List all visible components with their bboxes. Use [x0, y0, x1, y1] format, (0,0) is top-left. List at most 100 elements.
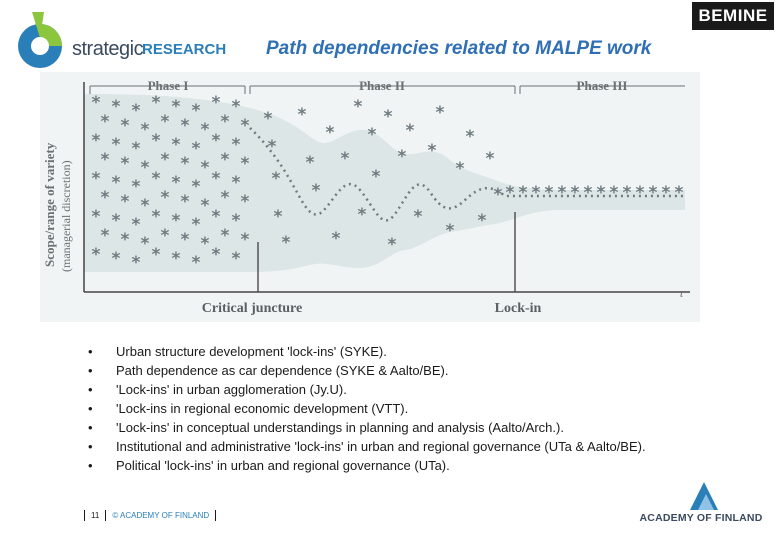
asterisk-mark: * — [212, 169, 221, 189]
asterisk-mark: * — [241, 154, 250, 174]
bullet-text: 'Lock-ins' in urban agglomeration (Jy.U)… — [116, 382, 347, 397]
bullet-text: Institutional and administrative 'lock-i… — [116, 439, 646, 454]
footer-divider — [84, 510, 85, 521]
bullet-text: 'Lock-ins in regional economic developme… — [116, 401, 409, 416]
asterisk-mark: * — [388, 235, 397, 255]
asterisk-mark: * — [232, 249, 241, 269]
asterisk-mark: * — [398, 147, 407, 167]
asterisk-mark: * — [181, 154, 190, 174]
asterisk-mark: * — [232, 135, 241, 155]
page-number: 11 — [91, 511, 100, 520]
asterisk-mark: * — [192, 215, 201, 235]
bullet-marker: • — [88, 420, 93, 435]
asterisk-mark: * — [326, 123, 335, 143]
asterisk-mark: * — [649, 183, 658, 203]
bullet-item: • Institutional and administrative 'lock-… — [86, 437, 726, 456]
bullet-item: • Political 'lock-ins' in urban and regio… — [86, 456, 726, 475]
bullet-text: Urban structure development 'lock-ins' (… — [116, 344, 387, 359]
asterisk-mark: * — [132, 177, 141, 197]
asterisk-mark: * — [172, 249, 181, 269]
bullet-list: • Urban structure development 'lock-ins' … — [86, 342, 726, 475]
bullet-item: • 'Lock-ins' in urban agglomeration (Jy.U… — [86, 380, 726, 399]
asterisk-mark: * — [662, 183, 671, 203]
asterisk-mark: * — [192, 177, 201, 197]
asterisk-mark: * — [282, 233, 291, 253]
bullet-item: • Path dependence as car dependence (SYKE… — [86, 361, 726, 380]
asterisk-mark: * — [92, 245, 101, 265]
academy-of-finland-logo: ACADEMY OF FINLAND — [628, 478, 774, 528]
variety-asterisks: ****************************************… — [92, 93, 684, 273]
asterisk-mark: * — [221, 150, 230, 170]
asterisk-mark: * — [368, 125, 377, 145]
asterisk-mark: * — [436, 103, 445, 123]
asterisk-mark: * — [92, 169, 101, 189]
asterisk-mark: * — [101, 226, 110, 246]
asterisk-mark: * — [406, 121, 415, 141]
bullet-text: Political 'lock-ins' in urban and region… — [116, 458, 450, 473]
asterisk-mark: * — [192, 139, 201, 159]
asterisk-mark: * — [221, 226, 230, 246]
asterisk-mark: * — [181, 230, 190, 250]
asterisk-mark: * — [172, 135, 181, 155]
footer-divider — [105, 510, 107, 521]
asterisk-mark: * — [274, 207, 283, 227]
asterisk-mark: * — [161, 226, 170, 246]
asterisk-mark: * — [264, 109, 273, 129]
asterisk-mark: * — [212, 207, 221, 227]
strategic-research-logo-icon — [18, 12, 62, 68]
asterisk-mark: * — [312, 181, 321, 201]
asterisk-mark: * — [221, 188, 230, 208]
asterisk-mark: * — [132, 101, 141, 121]
slide-footer: 11 © ACADEMY OF FINLAND — [78, 510, 222, 521]
variety-band — [84, 94, 685, 272]
asterisk-mark: * — [414, 207, 423, 227]
bullet-item: • Urban structure development 'lock-ins' … — [86, 342, 726, 361]
asterisk-mark: * — [446, 221, 455, 241]
asterisk-mark: * — [241, 116, 250, 136]
path-dependence-figure: Phase I Phase II Phase III Critical junc… — [40, 72, 700, 322]
asterisk-mark: * — [112, 211, 121, 231]
logo-word-research: RESEARCH — [142, 41, 227, 58]
path-dependence-diagram: Phase I Phase II Phase III Critical junc… — [40, 72, 700, 322]
y-axis-label: Scope/range of variety — [42, 142, 57, 267]
y-axis-sublabel: (managerial discretion) — [59, 160, 73, 272]
asterisk-mark: * — [519, 183, 528, 203]
asterisk-mark: * — [201, 120, 210, 140]
asterisk-mark: * — [384, 107, 393, 127]
asterisk-mark: * — [212, 93, 221, 113]
asterisk-mark: * — [354, 97, 363, 117]
asterisk-mark: * — [571, 183, 580, 203]
asterisk-mark: * — [545, 183, 554, 203]
bullet-marker: • — [88, 439, 93, 454]
asterisk-mark: * — [192, 253, 201, 273]
asterisk-mark: * — [152, 245, 161, 265]
asterisk-mark: * — [532, 183, 541, 203]
asterisk-mark: * — [610, 183, 619, 203]
asterisk-mark: * — [494, 185, 503, 205]
asterisk-mark: * — [241, 192, 250, 212]
asterisk-mark: * — [132, 215, 141, 235]
academy-of-finland-logo-icon — [690, 482, 718, 510]
phase-iii-label: Phase III — [577, 78, 628, 93]
asterisk-mark: * — [92, 131, 101, 151]
asterisk-mark: * — [341, 149, 350, 169]
asterisk-mark: * — [506, 183, 515, 203]
asterisk-mark: * — [152, 169, 161, 189]
asterisk-mark: * — [192, 101, 201, 121]
bullet-marker: • — [88, 382, 93, 397]
asterisk-mark: * — [161, 112, 170, 132]
logo-word-strategic: strategic — [72, 38, 144, 60]
asterisk-mark: * — [201, 234, 210, 254]
asterisk-mark: * — [232, 173, 241, 193]
asterisk-mark: * — [141, 158, 150, 178]
asterisk-mark: * — [141, 234, 150, 254]
asterisk-mark: * — [456, 159, 465, 179]
asterisk-mark: * — [558, 183, 567, 203]
asterisk-mark: * — [232, 97, 241, 117]
asterisk-mark: * — [298, 105, 307, 125]
asterisk-mark: * — [358, 205, 367, 225]
asterisk-mark: * — [161, 188, 170, 208]
asterisk-mark: * — [212, 131, 221, 151]
asterisk-mark: * — [112, 249, 121, 269]
slide-title: Path dependencies related to MALPE work — [266, 38, 652, 59]
